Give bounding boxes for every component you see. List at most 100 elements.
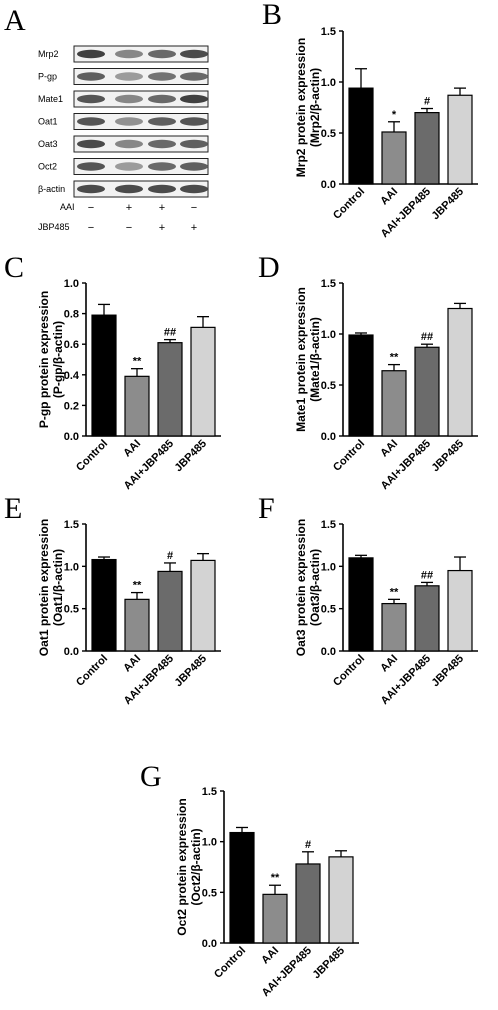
blot-band: [180, 139, 208, 149]
condition-mark: +: [159, 202, 165, 214]
significance-label: ##: [164, 327, 176, 339]
bar-control: [348, 87, 374, 185]
blot-band: [148, 72, 176, 81]
y-tick-label: 1.0: [64, 278, 79, 290]
blot-band: [180, 49, 208, 59]
y-tick-label: 0.0: [64, 646, 79, 658]
y-axis-label: (Mate1/β-actin): [308, 317, 322, 402]
y-tick-label: 1.5: [321, 278, 336, 290]
blot-band: [148, 94, 176, 104]
blot-label-5: Oat3: [38, 139, 58, 149]
condition-label: AAI: [60, 202, 75, 212]
bar-jbp485: [447, 94, 473, 185]
bar-chart-d: D 0.0 0.5 1.0 1.5 Mate1 protein expression (Ma…: [258, 251, 478, 492]
blot-band: [180, 117, 208, 126]
bar-chart-b: B 0.0 0.5 1.0 1.5 Mrp2 protein expression (Mrp…: [262, 0, 478, 240]
blot-band: [148, 139, 176, 149]
blot-band: [77, 49, 105, 59]
blot-label-4: Oat1: [38, 117, 58, 127]
significance-label: #: [305, 839, 311, 851]
y-tick-label: 1.5: [321, 26, 336, 38]
panel-letter-g: G: [140, 760, 162, 793]
condition-mark: −: [191, 202, 197, 214]
blot-label-2: P-gp: [38, 72, 57, 82]
bar-jbp485: [328, 856, 354, 944]
bar-control: [348, 557, 374, 652]
y-tick-label: 0.5: [202, 887, 217, 899]
significance-label: **: [133, 356, 142, 368]
significance-label: *: [392, 109, 397, 121]
blot-label-3: Mate1: [38, 94, 63, 104]
significance-label: **: [390, 586, 399, 598]
y-tick-label: 1.0: [202, 837, 217, 849]
condition-mark: +: [126, 202, 132, 214]
bar-aai: [381, 131, 407, 185]
panel-letter-e: E: [4, 492, 22, 525]
blot-band: [115, 184, 143, 194]
blot-band: [180, 184, 208, 194]
blot-band: [115, 49, 143, 59]
x-tick-label: Control: [74, 438, 110, 474]
bar-aai: [381, 370, 407, 437]
y-axis-label: (Oat3/β-actin): [308, 549, 322, 626]
x-tick-label: AAI: [378, 653, 400, 675]
significance-label: #: [167, 550, 173, 562]
condition-label: JBP485: [38, 222, 70, 232]
bar-jbp485: [447, 569, 473, 652]
y-tick-label: 0.6: [64, 339, 79, 351]
significance-label: ##: [421, 569, 433, 581]
blot-band: [115, 94, 143, 104]
y-tick-label: 0.5: [321, 128, 336, 140]
blot-band: [77, 162, 105, 171]
x-tick-label: JBP485: [430, 186, 467, 223]
blot-band: [148, 184, 176, 194]
x-tick-label: Control: [331, 186, 367, 222]
blot-band: [77, 139, 105, 149]
y-tick-label: 0.0: [321, 179, 336, 191]
y-tick-label: 0.0: [202, 938, 217, 950]
blot-label-1: Mrp2: [38, 49, 59, 59]
bar-control: [229, 831, 255, 944]
y-tick-label: 0.0: [64, 431, 79, 443]
blot-band: [180, 94, 208, 104]
x-tick-label: AAI: [259, 945, 281, 967]
y-tick-label: 0.0: [321, 646, 336, 658]
bar-chart-e: E 0.0 0.5 1.0 1.5 Oat1 protein expression (Oat…: [4, 492, 221, 707]
x-tick-label: JBP485: [173, 653, 210, 690]
x-tick-label: Control: [331, 653, 367, 689]
panel-letter-d: D: [258, 251, 280, 284]
y-tick-label: 1.5: [321, 519, 336, 531]
bar-aai: [262, 893, 288, 944]
bar-aai: [381, 602, 407, 652]
x-tick-label: AAI: [121, 653, 143, 675]
bar-chart-f: F 0.0 0.5 1.0 1.5 Oat3 protein expression (Oat…: [258, 492, 478, 707]
y-tick-label: 1.5: [64, 519, 79, 531]
blot-band: [115, 117, 143, 126]
x-tick-label: JBP485: [430, 438, 467, 475]
y-tick-label: 1.5: [202, 786, 217, 798]
y-axis-label: (Mrp2/β-actin): [308, 68, 322, 147]
condition-mark: −: [88, 222, 94, 234]
panel-letter-a: A: [4, 4, 26, 37]
blot-band: [115, 139, 143, 149]
blot-band: [180, 72, 208, 81]
x-tick-label: AAI: [121, 438, 143, 460]
significance-label: #: [424, 96, 430, 108]
significance-label: **: [390, 352, 399, 364]
y-tick-label: 0.5: [321, 380, 336, 392]
x-tick-label: JBP485: [173, 438, 210, 475]
bar-aai-jbp485: [157, 570, 183, 652]
y-tick-label: 0.2: [64, 400, 79, 412]
bar-chart-c: C 0.0 0.2 0.4 0.6 0.8 1.0 P-gp protein expressi…: [4, 251, 221, 492]
significance-label: **: [271, 872, 280, 884]
y-tick-label: 0.5: [64, 604, 79, 616]
blot-band: [148, 162, 176, 171]
x-tick-label: JBP485: [311, 945, 348, 982]
condition-mark: +: [191, 222, 197, 234]
y-axis-label: Oct2 protein expression: [175, 798, 189, 935]
bar-control: [91, 558, 117, 652]
y-axis-label: P-gp protein expression: [37, 291, 51, 428]
panel-letter-c: C: [4, 251, 24, 284]
blot-band: [77, 184, 105, 194]
